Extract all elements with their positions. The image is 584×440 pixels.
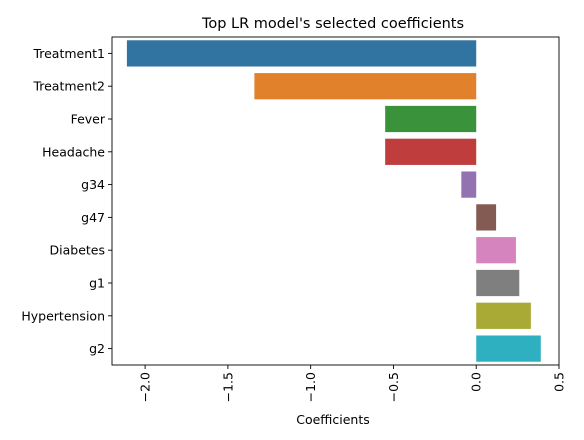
bar-treatment2 [254, 73, 477, 100]
x-tick-label: −1.5 [220, 372, 235, 402]
chart-title: Top LR model's selected coefficients [201, 16, 464, 32]
x-tick-label: 0.5 [552, 372, 567, 392]
y-tick-label: g47 [81, 210, 105, 225]
bar-g34 [461, 171, 477, 198]
axes-layer [111, 36, 560, 366]
x-tick-label: −1.0 [303, 372, 318, 402]
y-tick-label: Hypertension [21, 308, 105, 323]
y-tick-label: Diabetes [50, 243, 106, 258]
bar-fever [385, 105, 477, 133]
x-axis-label: Coefficients [296, 412, 370, 427]
bar-g47 [476, 204, 497, 231]
y-tick-label: g1 [89, 276, 105, 291]
y-tick-label: Fever [71, 112, 106, 127]
ticks-layer: Treatment1 Treatment2 Fever Headache g34 g47 D… [21, 46, 566, 402]
y-tick-label: g34 [81, 177, 105, 192]
y-tick-label: Treatment2 [32, 79, 105, 94]
x-tick-label: −0.5 [386, 372, 401, 402]
y-tick-label: Treatment1 [32, 46, 105, 61]
y-tick-label: g2 [89, 341, 105, 356]
x-tick-label: −2.0 [138, 372, 153, 402]
bar-diabetes [476, 237, 516, 264]
y-tick-label: Headache [42, 144, 105, 159]
bar-g2 [476, 335, 541, 362]
x-tick-label: 0.0 [469, 372, 484, 392]
bars-layer [126, 40, 541, 362]
bar-g1 [476, 269, 520, 297]
bar-headache [385, 138, 477, 165]
plot-frame [111, 36, 560, 366]
bar-treatment1 [126, 40, 477, 67]
bar-hypertension [476, 302, 531, 329]
